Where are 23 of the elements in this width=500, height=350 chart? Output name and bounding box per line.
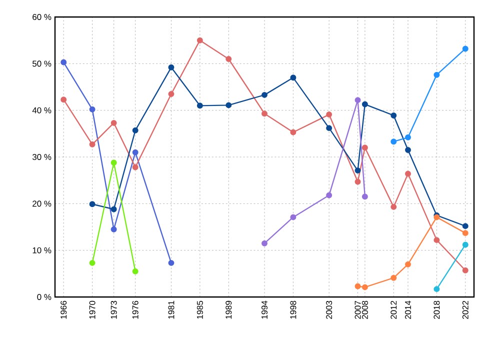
y-tick-label: 10 % [32, 247, 52, 254]
x-tick-label: 1966 [60, 300, 67, 319]
y-tick-label: 30 % [32, 154, 52, 160]
y-tick-label: 20 % [32, 200, 52, 207]
x-tick-label: 2014 [405, 300, 411, 319]
x-tick-label: 1976 [132, 300, 138, 319]
x-tick-label: 1970 [89, 300, 96, 319]
x-tick-label: 2008 [362, 300, 368, 319]
x-tick-label: 2003 [326, 300, 332, 319]
y-tick-label: 40 % [32, 107, 52, 114]
x-tick-label: 1981 [168, 300, 174, 319]
y-tick-label: 50 % [32, 60, 52, 67]
x-tick-label: 1998 [290, 300, 296, 319]
x-tick-label: 1985 [196, 300, 203, 319]
x-tick-label: 1994 [262, 300, 268, 319]
x-tick-label: 2012 [390, 300, 397, 319]
y-tick-label: 60 % [32, 14, 52, 20]
x-tick-label: 2018 [434, 300, 440, 319]
x-tick-label: 2007 [354, 300, 361, 319]
y-tick-label: 0 % [37, 294, 52, 300]
x-tick-label: 1989 [226, 300, 232, 319]
x-tick-label: 1973 [110, 300, 117, 319]
x-tick-label: 2022 [462, 300, 468, 319]
